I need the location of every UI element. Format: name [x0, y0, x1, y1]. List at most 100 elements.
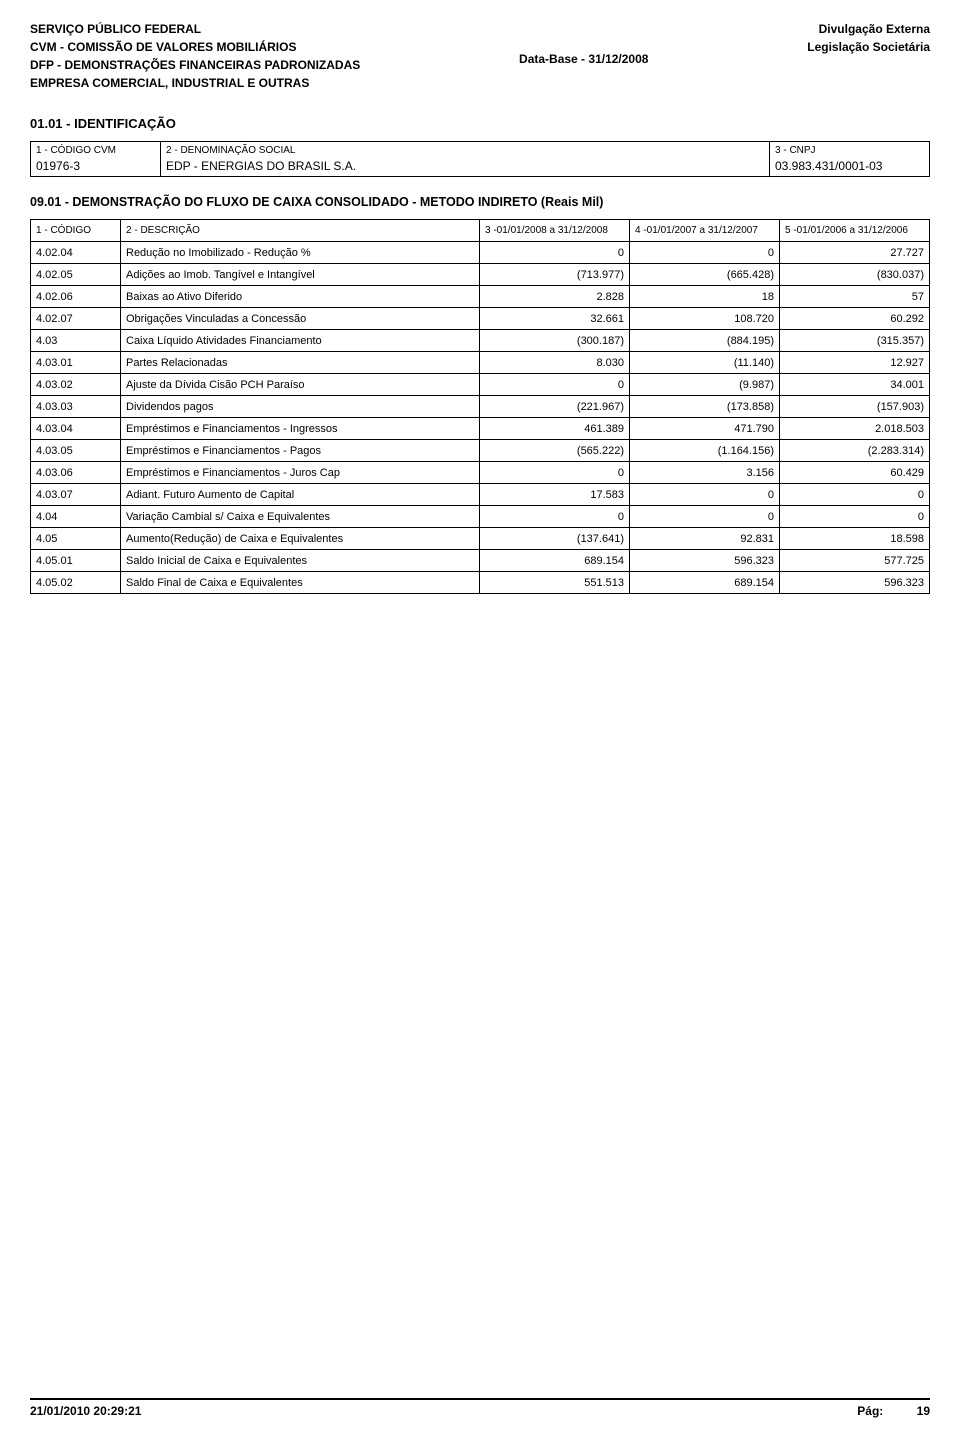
cell-value-1: 0 [480, 242, 630, 264]
table-row: 4.03.06Empréstimos e Financiamentos - Ju… [31, 462, 930, 484]
cell-desc: Aumento(Redução) de Caixa e Equivalentes [121, 528, 480, 550]
header-right-block: Divulgação Externa Legislação Societária [807, 20, 930, 92]
cell-code: 4.03.01 [31, 352, 121, 374]
col-header-desc: 2 - DESCRIÇÃO [121, 220, 480, 242]
cell-desc: Adições ao Imob. Tangível e Intangível [121, 264, 480, 286]
cell-value-2: 0 [630, 242, 780, 264]
cell-value-1: 0 [480, 506, 630, 528]
cell-code: 4.03.05 [31, 440, 121, 462]
cell-value-3: 27.727 [780, 242, 930, 264]
cell-code: 4.05.01 [31, 550, 121, 572]
cell-value-2: 0 [630, 506, 780, 528]
cell-code: 4.03 [31, 330, 121, 352]
cell-value-3: 57 [780, 286, 930, 308]
cell-value-3: (315.357) [780, 330, 930, 352]
col-header-period2: 4 -01/01/2007 a 31/12/2007 [630, 220, 780, 242]
identification-table: 1 - CÓDIGO CVM 2 - DENOMINAÇÃO SOCIAL 3 … [30, 141, 930, 177]
header-line: Divulgação Externa [807, 20, 930, 38]
id-label-cnpj: 3 - CNPJ [770, 142, 930, 160]
id-value-codigo: 01976-3 [31, 159, 161, 177]
table-row: 4.05.01Saldo Inicial de Caixa e Equivale… [31, 550, 930, 572]
cell-value-3: 2.018.503 [780, 418, 930, 440]
cell-value-2: 596.323 [630, 550, 780, 572]
cell-value-1: 551.513 [480, 572, 630, 594]
cell-value-3: 60.292 [780, 308, 930, 330]
table-row: 4.02.04Redução no Imobilizado - Redução … [31, 242, 930, 264]
id-value-cnpj: 03.983.431/0001-03 [770, 159, 930, 177]
cell-code: 4.02.07 [31, 308, 121, 330]
header-line: Legislação Societária [807, 38, 930, 56]
cell-code: 4.05.02 [31, 572, 121, 594]
cell-value-2: (884.195) [630, 330, 780, 352]
header-left-block: SERVIÇO PÚBLICO FEDERAL CVM - COMISSÃO D… [30, 20, 360, 92]
cell-value-2: 108.720 [630, 308, 780, 330]
cell-desc: Caixa Líquido Atividades Financiamento [121, 330, 480, 352]
cell-desc: Empréstimos e Financiamentos - Juros Cap [121, 462, 480, 484]
cell-value-2: 689.154 [630, 572, 780, 594]
cell-code: 4.02.05 [31, 264, 121, 286]
cell-desc: Ajuste da Dívida Cisão PCH Paraíso [121, 374, 480, 396]
cell-value-1: 0 [480, 374, 630, 396]
footer-page-label: Pág: [857, 1404, 883, 1418]
cell-desc: Obrigações Vinculadas a Concessão [121, 308, 480, 330]
cell-value-2: 0 [630, 484, 780, 506]
col-header-period3: 5 -01/01/2006 a 31/12/2006 [780, 220, 930, 242]
cell-value-2: 3.156 [630, 462, 780, 484]
cell-value-1: 8.030 [480, 352, 630, 374]
cell-desc: Saldo Inicial de Caixa e Equivalentes [121, 550, 480, 572]
cell-code: 4.05 [31, 528, 121, 550]
cell-value-3: (157.903) [780, 396, 930, 418]
cell-desc: Redução no Imobilizado - Redução % [121, 242, 480, 264]
document-header: SERVIÇO PÚBLICO FEDERAL CVM - COMISSÃO D… [30, 20, 930, 92]
header-center-block: Data-Base - 31/12/2008 [360, 20, 807, 92]
table-header-row: 1 - CÓDIGO 2 - DESCRIÇÃO 3 -01/01/2008 a… [31, 220, 930, 242]
header-line: EMPRESA COMERCIAL, INDUSTRIAL E OUTRAS [30, 74, 360, 92]
table-row: 4.03.03Dividendos pagos(221.967)(173.858… [31, 396, 930, 418]
cell-value-3: 12.927 [780, 352, 930, 374]
table-row: 4.04Variação Cambial s/ Caixa e Equivale… [31, 506, 930, 528]
cell-value-2: 92.831 [630, 528, 780, 550]
table-row: 4.03.04Empréstimos e Financiamentos - In… [31, 418, 930, 440]
identification-title: 01.01 - IDENTIFICAÇÃO [30, 116, 930, 131]
cell-code: 4.03.06 [31, 462, 121, 484]
cell-value-1: 32.661 [480, 308, 630, 330]
cell-value-3: (830.037) [780, 264, 930, 286]
cell-value-3: 18.598 [780, 528, 930, 550]
cell-value-1: (565.222) [480, 440, 630, 462]
cell-desc: Partes Relacionadas [121, 352, 480, 374]
cell-value-2: 471.790 [630, 418, 780, 440]
cell-value-2: (173.858) [630, 396, 780, 418]
table-row: 4.03.07Adiant. Futuro Aumento de Capital… [31, 484, 930, 506]
footer-page-number: 19 [917, 1404, 930, 1418]
cell-code: 4.03.07 [31, 484, 121, 506]
cell-desc: Saldo Final de Caixa e Equivalentes [121, 572, 480, 594]
col-header-period1: 3 -01/01/2008 a 31/12/2008 [480, 220, 630, 242]
table-row: 4.03.01Partes Relacionadas8.030(11.140)1… [31, 352, 930, 374]
table-row: 4.03Caixa Líquido Atividades Financiamen… [31, 330, 930, 352]
cell-code: 4.04 [31, 506, 121, 528]
cell-value-3: 34.001 [780, 374, 930, 396]
cell-value-1: 689.154 [480, 550, 630, 572]
table-row: 4.02.05Adições ao Imob. Tangível e Intan… [31, 264, 930, 286]
cell-desc: Empréstimos e Financiamentos - Pagos [121, 440, 480, 462]
page-footer: 21/01/2010 20:29:21 Pág: 19 [30, 1398, 930, 1418]
cell-desc: Adiant. Futuro Aumento de Capital [121, 484, 480, 506]
id-label-codigo: 1 - CÓDIGO CVM [31, 142, 161, 160]
footer-timestamp: 21/01/2010 20:29:21 [30, 1404, 141, 1418]
id-value-denominacao: EDP - ENERGIAS DO BRASIL S.A. [161, 159, 770, 177]
table-row: 4.02.06Baixas ao Ativo Diferido2.8281857 [31, 286, 930, 308]
cell-value-2: (665.428) [630, 264, 780, 286]
cell-code: 4.02.06 [31, 286, 121, 308]
cell-value-3: 0 [780, 506, 930, 528]
footer-page: Pág: 19 [857, 1404, 930, 1418]
cell-value-3: 0 [780, 484, 930, 506]
header-line: DFP - DEMONSTRAÇÕES FINANCEIRAS PADRONIZ… [30, 56, 360, 74]
header-line: CVM - COMISSÃO DE VALORES MOBILIÁRIOS [30, 38, 360, 56]
cell-code: 4.03.03 [31, 396, 121, 418]
cell-desc: Baixas ao Ativo Diferido [121, 286, 480, 308]
cell-value-2: (11.140) [630, 352, 780, 374]
cell-value-1: (713.977) [480, 264, 630, 286]
header-database: Data-Base - 31/12/2008 [360, 50, 807, 68]
cell-code: 4.02.04 [31, 242, 121, 264]
cell-value-1: 17.583 [480, 484, 630, 506]
